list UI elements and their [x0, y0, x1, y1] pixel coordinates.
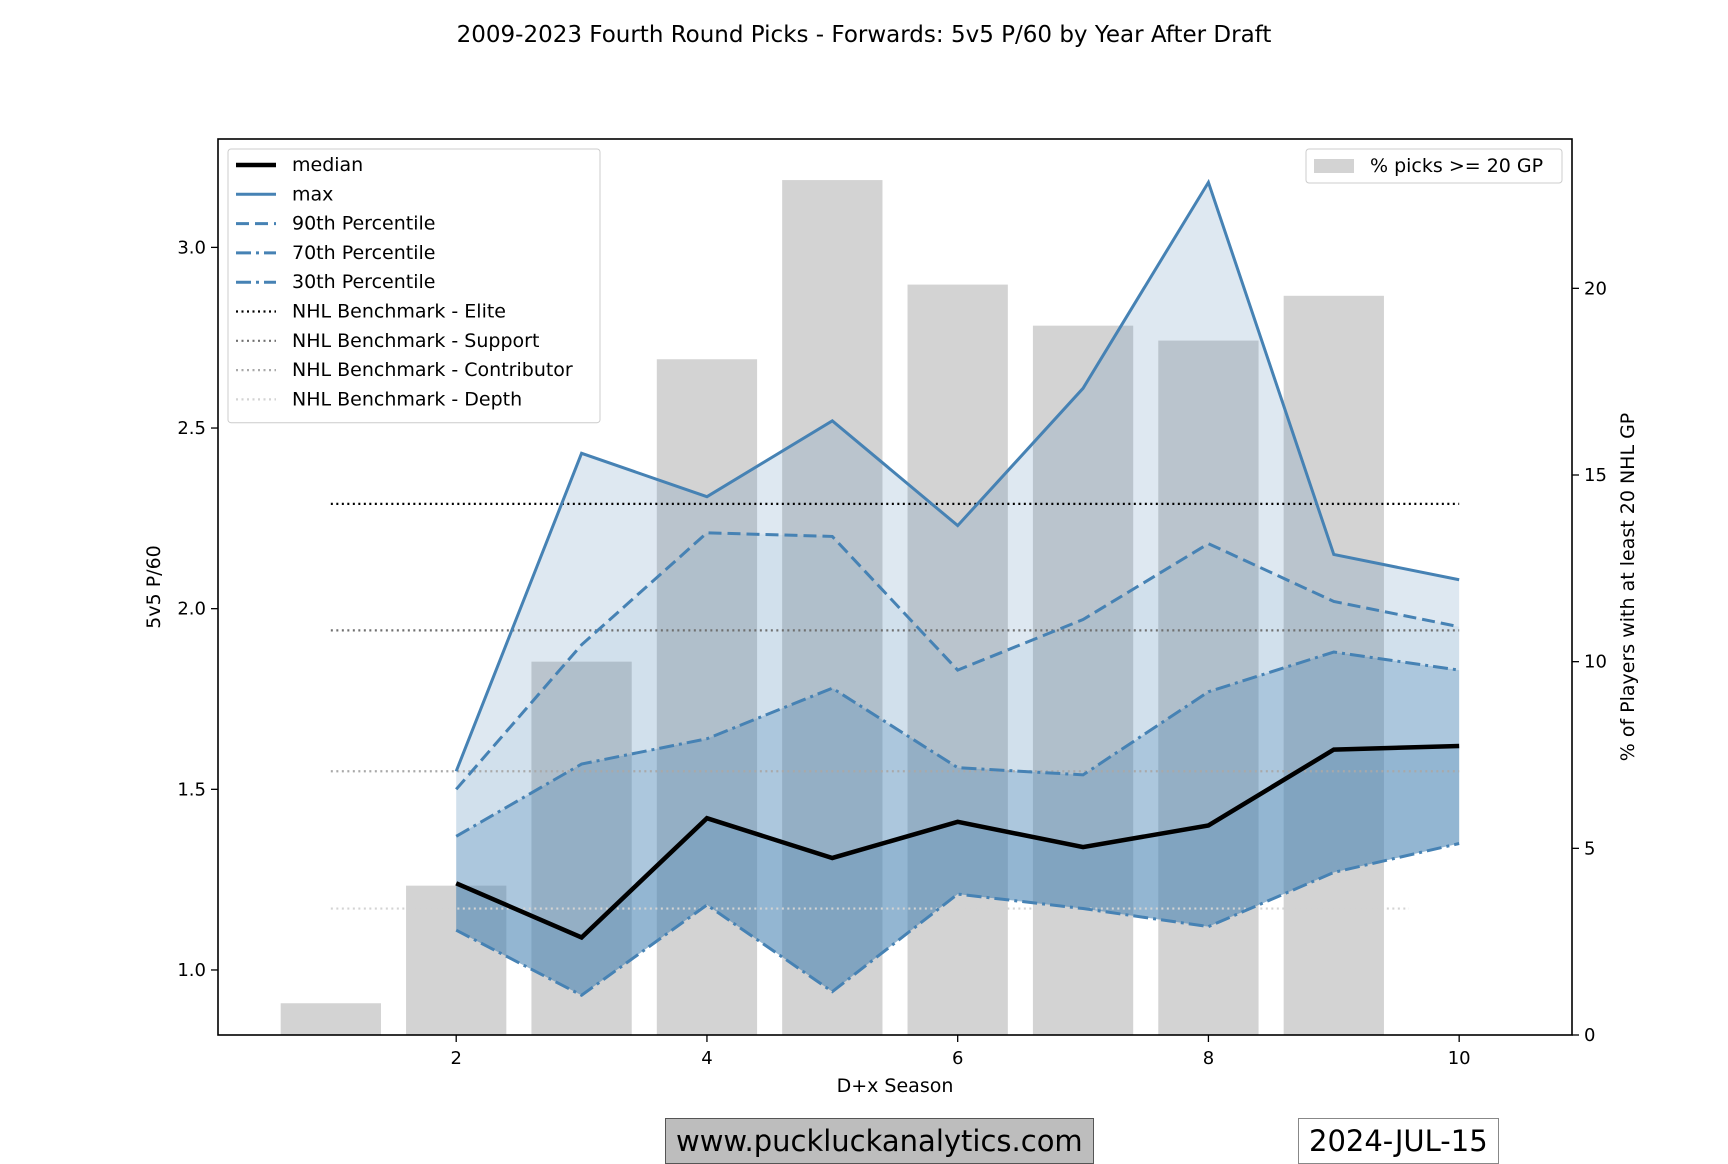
legend-label: NHL Benchmark - Support: [292, 330, 539, 352]
legend-right-box: [1305, 148, 1563, 184]
y-axis-label: 5v5 P/60: [143, 545, 165, 629]
plot-frame: [217, 138, 1573, 1036]
bars-layer: [280, 180, 1384, 1036]
legend-label: 70th Percentile: [292, 242, 435, 264]
legend-right: % picks >= 20 GP: [1305, 148, 1563, 184]
y-tick-label: 1.5: [177, 779, 206, 800]
legend-label: median: [292, 154, 363, 176]
bar-d1: [280, 1003, 381, 1035]
y-tick-label: 3.0: [177, 237, 206, 258]
x-tick-label: 6: [952, 1048, 963, 1069]
legend-label: 90th Percentile: [292, 213, 435, 235]
y2-tick-label: 10: [1584, 652, 1607, 673]
y2-axis-label: % of Players with at least 20 NHL GP: [1617, 413, 1639, 762]
band-fill-0: [456, 182, 1460, 790]
x-axis: 2 4 6 8 10: [450, 1035, 1471, 1069]
bar-d9: [1283, 295, 1384, 1035]
legend-label: NHL Benchmark - Elite: [292, 301, 506, 323]
series-line-median: [455, 743, 1460, 941]
bar-d5: [782, 180, 883, 1036]
y-axis-left: 1.0 1.5 2.0 2.5 3.0: [177, 237, 218, 981]
series-line-90th-percentile: [455, 531, 1460, 791]
bar-d2: [406, 885, 507, 1035]
x-tick-label: 4: [701, 1048, 712, 1069]
y-axis-right: 0 5 10 15 20: [1572, 278, 1607, 1046]
band-fill-1: [456, 532, 1460, 837]
legend-bar-label: % picks >= 20 GP: [1370, 155, 1543, 177]
y-tick-label: 2.5: [177, 418, 206, 439]
legend-label: 30th Percentile: [292, 271, 435, 293]
band-fill-3: [456, 745, 1460, 996]
bar-d7: [1032, 325, 1134, 1036]
y2-tick-label: 0: [1584, 1025, 1595, 1046]
y2-tick-label: 15: [1584, 465, 1607, 486]
y-tick-label: 1.0: [177, 960, 206, 981]
legend-left-box: [227, 148, 601, 424]
legend-label: max: [292, 183, 333, 205]
website-watermark: www.puckluckanalytics.com: [665, 1118, 1094, 1164]
bar-d4: [656, 359, 758, 1035]
legend-left: median max 90th Percentile 70th Percentile 3…: [227, 148, 601, 424]
legend-bar-swatch: [1314, 159, 1354, 173]
series-line-max: [454, 178, 1460, 772]
bar-d6: [907, 284, 1008, 1036]
y2-tick-label: 5: [1584, 838, 1595, 859]
x-axis-label: D+x Season: [837, 1075, 954, 1097]
series-lines-layer: [454, 178, 1460, 998]
legend-label: NHL Benchmark - Contributor: [292, 359, 573, 381]
date-stamp: 2024-JUL-15: [1298, 1118, 1499, 1164]
x-tick-label: 10: [1448, 1048, 1471, 1069]
benchmarks-layer: [330, 502, 1460, 910]
x-tick-label: 8: [1203, 1048, 1214, 1069]
y-tick-label: 2.0: [177, 599, 206, 620]
bar-d8: [1158, 340, 1259, 1036]
legend-label: NHL Benchmark - Depth: [292, 388, 522, 410]
x-tick-label: 2: [450, 1048, 461, 1069]
y2-tick-label: 20: [1584, 278, 1607, 299]
chart-title: 2009-2023 Fourth Round Picks - Forwards:…: [457, 22, 1272, 48]
